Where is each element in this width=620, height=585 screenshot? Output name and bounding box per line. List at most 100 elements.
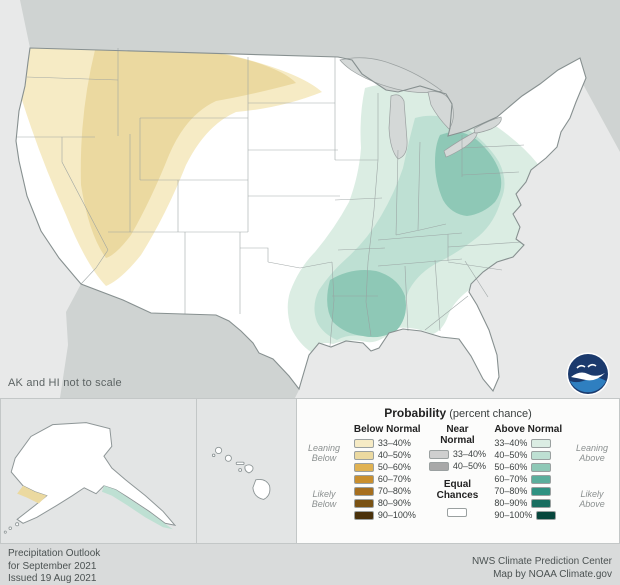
equal-chances-header: Equal Chances xyxy=(436,479,479,501)
legend-range-label: 33–40% xyxy=(452,449,486,459)
legend-swatch xyxy=(428,449,449,459)
legend-row: 33–40% xyxy=(428,449,486,459)
above-normal-header: Above Normal xyxy=(494,424,563,435)
footer-product-line2: for September 2021 xyxy=(8,560,97,572)
legend-swatch xyxy=(353,510,374,520)
alaska-region-above xyxy=(101,485,173,530)
legend-range-label: 70–80% xyxy=(494,486,528,496)
hawaii-map xyxy=(211,446,271,500)
legend-row: 50–60% xyxy=(353,462,421,472)
legend-row: 90–100% xyxy=(494,510,562,520)
legend-row: 80–90% xyxy=(494,498,562,508)
noaa-logo-swoosh xyxy=(571,372,605,381)
alaska-inset xyxy=(0,398,197,544)
legend-swatch xyxy=(536,510,557,520)
legend-range-label: 50–60% xyxy=(377,462,411,472)
equal-chances-swatch xyxy=(447,508,468,517)
legend-range-label: 70–80% xyxy=(377,486,411,496)
legend-swatch xyxy=(531,498,552,508)
legend-range-label: 60–70% xyxy=(494,474,528,484)
legend-range-label: 80–90% xyxy=(377,498,411,508)
legend-swatch xyxy=(531,462,552,472)
legend-swatch xyxy=(531,486,552,496)
legend-swatch xyxy=(353,450,374,460)
legend-row: 40–50% xyxy=(428,461,486,471)
legend-swatch xyxy=(353,498,374,508)
legend-range-label: 33–40% xyxy=(377,438,411,448)
state-borders xyxy=(16,48,525,347)
legend-column-above: Above Normal 33–40% 40–50% 50–60% 60–70% 70–… xyxy=(494,424,562,522)
legend-title: Probability (percent chance) xyxy=(303,406,613,420)
legend-swatch xyxy=(353,486,374,496)
legend-row: 70–80% xyxy=(353,486,421,496)
legend-swatch xyxy=(531,438,552,448)
region-below-40-50 xyxy=(80,48,296,258)
legend-side-labels-left: Leaning Below Likely Below xyxy=(303,424,345,510)
legend-row: 40–50% xyxy=(494,450,562,460)
likely-above-label: Likely Above xyxy=(579,488,605,509)
near-normal-rows: 33–40% 40–50% xyxy=(428,449,486,471)
legend-swatch xyxy=(531,474,552,484)
footer-source: NWS Climate Prediction Center xyxy=(471,556,612,567)
aleutian-islands xyxy=(3,522,20,534)
legend-row: 33–40% xyxy=(353,438,421,448)
mexico-landmass xyxy=(60,284,299,398)
footer-bar: Precipitation Outlook for September 2021… xyxy=(0,544,620,585)
legend-swatch xyxy=(353,462,374,472)
legend-swatch xyxy=(353,474,374,484)
legend-swatch xyxy=(428,461,449,471)
scale-note: AK and HI not to scale xyxy=(8,377,122,389)
region-above-50-60-gulf xyxy=(327,270,406,338)
legend-title-main: Probability xyxy=(384,406,447,420)
legend-swatch xyxy=(353,438,374,448)
legend-row: 33–40% xyxy=(494,438,562,448)
legend-range-label: 40–50% xyxy=(377,450,411,460)
legend-title-note: (percent chance) xyxy=(446,408,532,420)
legend-range-label: 80–90% xyxy=(494,498,528,508)
near-normal-header: Near Normal xyxy=(440,424,475,446)
footer-product-line1: Precipitation Outlook xyxy=(8,548,101,559)
leaning-above-label: Leaning Above xyxy=(575,443,608,463)
legend-range-label: 40–50% xyxy=(494,450,528,460)
legend-row: 60–70% xyxy=(353,474,421,484)
noaa-logo-gull-icon xyxy=(576,363,597,369)
hawaiian-islands xyxy=(211,446,271,500)
equal-chances-swatch-wrap xyxy=(429,504,485,522)
footer-product-info: Precipitation Outlook for September 2021… xyxy=(8,548,100,585)
legend-range-label: 90–100% xyxy=(494,510,533,520)
footer-credit: Map by NOAA Climate.gov xyxy=(493,568,612,580)
legend-row: 40–50% xyxy=(353,450,421,460)
legend-range-label: 40–50% xyxy=(452,461,486,471)
legend-column-near: Near Normal 33–40% 40–50% Equal Chances xyxy=(428,424,486,522)
lake-huron xyxy=(427,91,454,130)
legend-row: 80–90% xyxy=(353,498,421,508)
lake-superior xyxy=(339,57,443,93)
hawaii-inset xyxy=(196,398,297,544)
legend-row: 90–100% xyxy=(353,510,421,520)
legend-columns: Leaning Below Likely Below Below Normal … xyxy=(303,424,613,522)
legend-row: 70–80% xyxy=(494,486,562,496)
conus-precip-map xyxy=(15,0,620,398)
conus-map-panel: AK and HI not to scale xyxy=(8,0,620,398)
below-normal-header: Below Normal xyxy=(353,424,421,435)
above-normal-rows: 33–40% 40–50% 50–60% 60–70% 70–80% 80–90% 90–1… xyxy=(494,438,562,520)
probability-regions xyxy=(16,48,541,352)
likely-below-label: Likely Below xyxy=(311,488,337,509)
noaa-logo xyxy=(566,352,610,396)
legend-swatch xyxy=(531,450,552,460)
legend-range-label: 90–100% xyxy=(377,510,416,520)
noaa-logo-sea xyxy=(570,377,606,393)
alaska-region-below xyxy=(17,485,47,504)
legend-panel: Probability (percent chance) Leaning Bel… xyxy=(296,398,620,544)
legend-range-label: 33–40% xyxy=(494,438,528,448)
footer-attribution: NWS Climate Prediction Center Map by NOA… xyxy=(472,548,612,585)
legend-side-labels-right: Leaning Above Likely Above xyxy=(571,424,613,510)
legend-row: 50–60% xyxy=(494,462,562,472)
below-normal-rows: 33–40% 40–50% 50–60% 60–70% 70–80% 80–90% 90–1… xyxy=(353,438,421,520)
legend-column-below: Below Normal 33–40% 40–50% 50–60% 60–70% 70–… xyxy=(353,424,421,522)
legend-range-label: 50–60% xyxy=(494,462,528,472)
canada-landmass xyxy=(20,0,620,152)
lake-erie xyxy=(443,130,478,158)
lake-michigan xyxy=(388,94,408,160)
